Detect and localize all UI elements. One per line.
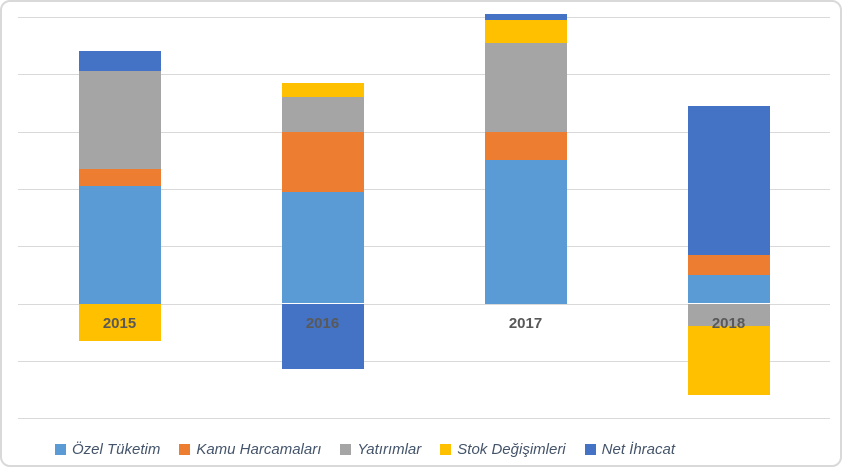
bar-segment[interactable] bbox=[282, 191, 364, 304]
legend-label: Stok Değişimleri bbox=[457, 440, 566, 458]
category-label: 2017 bbox=[508, 315, 543, 332]
category-label: 2015 bbox=[102, 315, 137, 332]
bar-segment[interactable] bbox=[282, 97, 364, 132]
bar-segment[interactable] bbox=[79, 71, 161, 169]
bar-segment[interactable] bbox=[485, 131, 567, 161]
bar-segment[interactable] bbox=[485, 160, 567, 304]
bar-segment[interactable] bbox=[485, 19, 567, 43]
legend-label: Özel Tüketim bbox=[71, 440, 161, 458]
bar-segment[interactable] bbox=[688, 274, 770, 304]
bar-segment[interactable] bbox=[79, 168, 161, 186]
bar-segment[interactable] bbox=[282, 82, 364, 98]
bar-segment[interactable] bbox=[688, 105, 770, 255]
category-label: 2016 bbox=[305, 315, 340, 332]
legend-item[interactable]: Stok Değişimleri bbox=[440, 440, 566, 458]
legend-swatch-icon bbox=[54, 443, 66, 455]
bar-segment[interactable] bbox=[282, 303, 364, 370]
legend-label: Yatırımlar bbox=[357, 440, 422, 458]
legend: Özel Tüketim Kamu Harcamaları Yatırımlar St… bbox=[2, 438, 728, 460]
gridline bbox=[18, 361, 830, 362]
legend-swatch-icon bbox=[440, 443, 452, 455]
gridline bbox=[18, 246, 830, 247]
gridline bbox=[18, 304, 830, 305]
gridline bbox=[18, 17, 830, 18]
legend-swatch-icon bbox=[340, 443, 352, 455]
bar-segment[interactable] bbox=[282, 131, 364, 192]
legend-swatch-icon bbox=[584, 443, 596, 455]
legend-item[interactable]: Net İhracat bbox=[584, 440, 676, 458]
bar-segment[interactable] bbox=[485, 42, 567, 132]
bar-segment[interactable] bbox=[688, 326, 770, 396]
legend-swatch-icon bbox=[179, 443, 191, 455]
legend-item[interactable]: Yatırımlar bbox=[340, 441, 421, 458]
legend-item[interactable]: Kamu Harcamaları bbox=[179, 441, 321, 458]
legend-label: Kamu Harcamaları bbox=[196, 440, 322, 458]
legend-label: Net İhracat bbox=[601, 440, 676, 458]
gridline bbox=[18, 189, 830, 190]
legend-item[interactable]: Özel Tüketim bbox=[54, 440, 161, 458]
bar-segment[interactable] bbox=[688, 254, 770, 275]
bar-segment[interactable] bbox=[79, 186, 161, 304]
gridline bbox=[18, 132, 830, 133]
gridline bbox=[18, 74, 830, 75]
bar-segment[interactable] bbox=[688, 303, 770, 327]
gridline bbox=[18, 418, 830, 419]
category-label: 2018 bbox=[711, 315, 746, 332]
bar-segment[interactable] bbox=[79, 51, 161, 72]
bar-segment[interactable] bbox=[485, 14, 567, 20]
bar-segment[interactable] bbox=[79, 303, 161, 341]
